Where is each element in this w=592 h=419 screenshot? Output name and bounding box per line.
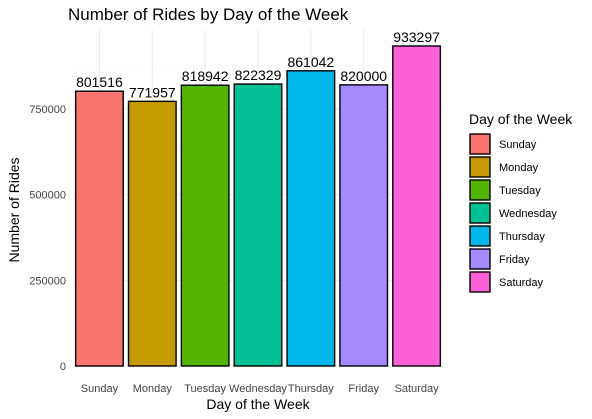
bar-thursday: [286, 70, 336, 367]
legend-title: Day of the Week: [469, 111, 573, 127]
legend-label-thursday: Thursday: [499, 231, 545, 243]
legend-label-sunday: Sunday: [499, 139, 537, 151]
y-axis-title: Number of Rides: [6, 157, 22, 262]
data-label-friday: 820000: [340, 68, 387, 84]
legend-label-monday: Monday: [499, 162, 539, 174]
y-tick-label: 250000: [29, 275, 66, 287]
y-tick-label: 0: [60, 361, 66, 373]
legend-swatch-sunday: [469, 133, 491, 155]
legend-swatch-saturday: [469, 271, 491, 293]
legend-label-friday: Friday: [499, 254, 530, 266]
data-label-layer: 801516 771957 818942 822329 861042 820000 9332…: [76, 29, 440, 100]
bar-layer: [74, 45, 442, 367]
x-tick-label: Friday: [348, 383, 379, 395]
x-tick-label: Monday: [133, 383, 173, 395]
legend: Day of the Week Sunday Monday Tuesday Wedne…: [469, 111, 573, 293]
y-tick-label: 500000: [29, 190, 66, 202]
data-label-wednesday: 822329: [235, 67, 282, 83]
legend-label-wednesday: Wednesday: [499, 208, 557, 220]
x-tick-label: Tuesday: [184, 383, 226, 395]
legend-swatch-friday: [469, 248, 491, 270]
bar-tuesday: [180, 84, 230, 367]
x-tick-label: Saturday: [395, 383, 440, 395]
bar-saturday: [392, 45, 442, 367]
bar-sunday: [74, 90, 124, 367]
bar-monday: [127, 100, 177, 367]
legend-items: Sunday Monday Tuesday Wednesday Thursday Frid…: [469, 133, 557, 293]
legend-swatch-thursday: [469, 225, 491, 247]
legend-swatch-tuesday: [469, 179, 491, 201]
x-tick-label: Sunday: [81, 383, 119, 395]
x-axis-title: Day of the Week: [206, 396, 310, 412]
legend-label-saturday: Saturday: [499, 277, 544, 289]
chart-title: Number of Rides by Day of the Week: [68, 5, 349, 24]
legend-swatch-monday: [469, 156, 491, 178]
bar-friday: [339, 84, 389, 367]
data-label-sunday: 801516: [76, 74, 123, 90]
data-label-saturday: 933297: [393, 29, 440, 45]
legend-swatch-wednesday: [469, 202, 491, 224]
y-tick-label: 750000: [29, 104, 66, 116]
x-tick-label: Wednesday: [229, 383, 287, 395]
data-label-tuesday: 818942: [182, 68, 229, 84]
data-label-thursday: 861042: [287, 54, 334, 70]
data-label-monday: 771957: [129, 84, 176, 100]
x-tick-label: Thursday: [288, 383, 334, 395]
legend-label-tuesday: Tuesday: [499, 185, 541, 197]
axis-layer: Sunday Monday Tuesday Wednesday Thursday Frid…: [29, 104, 439, 395]
bar-wednesday: [233, 83, 283, 367]
